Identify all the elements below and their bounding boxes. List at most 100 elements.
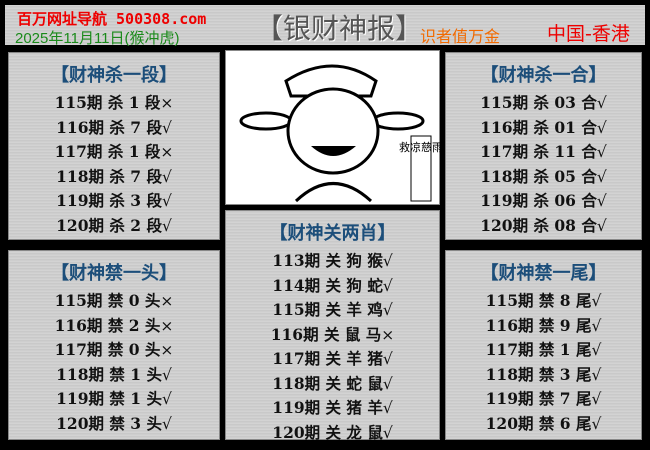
row-text: 120期 禁 3 头 <box>56 413 162 433</box>
row-text: 116期 关 鼠 马 <box>270 324 382 344</box>
god-of-wealth-icon: 救凉慈雨 <box>239 64 443 203</box>
list-item: 114期 关 狗 蛇√ <box>226 274 439 299</box>
panel-title: 【财神禁一头】 <box>51 263 177 284</box>
result-mark: × <box>160 94 174 112</box>
row-text: 119期 禁 1 头 <box>56 389 162 408</box>
list-item: 118期 关 蛇 鼠√ <box>226 372 439 397</box>
panel-title: 【财神禁一尾】 <box>480 263 607 284</box>
panel-kill-combo: 【财神杀一合】 115期 杀 03 合√ 116期 杀 01 合√ 117期 杀 11… <box>445 52 642 240</box>
row-text: 118期 禁 3 尾 <box>485 364 592 384</box>
row-text: 118期 杀 05 合 <box>480 166 597 186</box>
row-text: 119期 杀 3 段 <box>56 191 162 210</box>
list-item: 120期 禁 6 尾√ <box>446 412 641 437</box>
panel-two-zodiacs: 【财神关两肖】 113期 关 狗 猴√ 114期 关 狗 蛇√ 115期 关 羊 鸡√… <box>225 210 440 442</box>
result-mark: √ <box>596 94 607 112</box>
result-mark: √ <box>382 276 393 295</box>
header-banner: 百万网址导航 500308.com 2025年11月11日(猴冲虎) 【银财神报… <box>5 5 645 47</box>
result-mark: × <box>381 325 395 344</box>
result-mark: √ <box>591 414 602 433</box>
row-text: 118期 禁 1 头 <box>56 364 162 384</box>
list-item: 118期 禁 3 尾√ <box>446 363 641 388</box>
list-item: 116期 杀 01 合√ <box>446 116 641 141</box>
site-link[interactable]: 百万网址导航 500308.com <box>17 10 207 28</box>
list-item: 118期 杀 7 段√ <box>9 165 219 190</box>
row-text: 115期 杀 03 合 <box>480 93 597 112</box>
row-text: 117期 杀 11 合 <box>480 142 597 161</box>
result-mark: √ <box>161 365 172 384</box>
result-mark: √ <box>161 118 172 137</box>
result-mark: √ <box>161 192 172 210</box>
row-text: 117期 禁 0 头 <box>54 340 161 359</box>
result-mark: √ <box>382 399 393 417</box>
result-mark: √ <box>591 341 602 359</box>
row-text: 117期 关 羊 猪 <box>272 349 383 368</box>
result-mark: √ <box>161 414 172 433</box>
list-item: 118期 禁 1 头√ <box>9 363 219 388</box>
result-mark: √ <box>382 350 393 368</box>
row-text: 116期 杀 7 段 <box>56 117 162 137</box>
panel-ban-head: 【财神禁一头】 115期 禁 0 头× 116期 禁 2 头× 117期 禁 0 头×… <box>8 250 220 440</box>
result-mark: √ <box>596 216 607 235</box>
row-text: 119期 杀 06 合 <box>480 191 597 210</box>
row-text: 116期 禁 9 尾 <box>485 315 592 335</box>
row-text: 120期 关 龙 鼠 <box>272 422 383 442</box>
list-item: 115期 禁 0 头× <box>9 289 219 314</box>
row-text: 118期 杀 7 段 <box>56 166 162 186</box>
result-mark: × <box>160 341 174 359</box>
result-mark: √ <box>161 167 172 186</box>
row-text: 119期 关 猪 羊 <box>272 398 383 417</box>
result-mark: √ <box>161 390 172 408</box>
result-mark: √ <box>382 252 393 270</box>
region-label: 中国-香港 <box>547 23 630 45</box>
god-of-wealth-image: 救凉慈雨 <box>225 50 443 205</box>
row-text: 120期 禁 6 尾 <box>485 413 592 433</box>
result-mark: × <box>160 143 174 161</box>
result-mark: × <box>160 316 174 335</box>
list-item: 118期 杀 05 合√ <box>446 165 641 190</box>
row-text: 117期 禁 1 尾 <box>485 340 592 359</box>
list-item: 115期 禁 8 尾√ <box>446 289 641 314</box>
panel-ban-tail: 【财神禁一尾】 115期 禁 8 尾√ 116期 禁 9 尾√ 117期 禁 1 尾√… <box>445 250 642 440</box>
list-item: 119期 关 猪 羊√ <box>226 396 439 421</box>
panel-kill-segment: 【财神杀一段】 115期 杀 1 段× 116期 杀 7 段√ 117期 杀 1 段×… <box>8 52 220 240</box>
row-text: 116期 禁 2 头 <box>54 315 161 335</box>
result-mark: √ <box>596 143 607 161</box>
list-item: 119期 禁 1 头√ <box>9 387 219 412</box>
result-mark: √ <box>161 216 172 235</box>
list-item: 119期 杀 3 段√ <box>9 189 219 214</box>
row-text: 120期 杀 2 段 <box>56 215 162 235</box>
result-mark: √ <box>382 301 393 319</box>
panel-title: 【财神杀一段】 <box>51 65 177 86</box>
row-text: 115期 杀 1 段 <box>54 93 161 112</box>
result-mark: √ <box>596 118 607 137</box>
list-item: 120期 杀 08 合√ <box>446 214 641 239</box>
result-mark: √ <box>591 390 602 408</box>
list-item: 119期 禁 7 尾√ <box>446 387 641 412</box>
list-item: 120期 杀 2 段√ <box>9 214 219 239</box>
list-item: 120期 禁 3 头√ <box>9 412 219 437</box>
list-item: 115期 杀 03 合√ <box>446 91 641 116</box>
row-text: 115期 禁 8 尾 <box>485 291 592 310</box>
list-item: 117期 杀 11 合√ <box>446 140 641 165</box>
list-item: 117期 关 羊 猪√ <box>226 347 439 372</box>
row-text: 120期 杀 08 合 <box>480 215 597 235</box>
row-text: 118期 关 蛇 鼠 <box>272 373 383 393</box>
row-text: 115期 禁 0 头 <box>54 291 161 310</box>
page-title: 【银财神报】 <box>255 12 424 45</box>
list-item: 115期 关 羊 鸡√ <box>226 298 439 323</box>
list-item: 117期 杀 1 段× <box>9 140 219 165</box>
result-mark: √ <box>596 167 607 186</box>
date-label: 2025年11月11日(猴冲虎) <box>15 30 180 47</box>
row-text: 115期 关 羊 鸡 <box>272 300 383 319</box>
result-mark: √ <box>382 423 393 442</box>
panel-title: 【财神关两肖】 <box>269 223 396 244</box>
list-item: 113期 关 狗 猴√ <box>226 249 439 274</box>
row-text: 119期 禁 7 尾 <box>485 389 592 408</box>
result-mark: √ <box>596 192 607 210</box>
list-item: 116期 禁 2 头× <box>9 314 219 339</box>
caption-text: 救凉慈雨 <box>399 140 441 154</box>
list-item: 115期 杀 1 段× <box>9 91 219 116</box>
list-item: 116期 禁 9 尾√ <box>446 314 641 339</box>
result-mark: √ <box>382 374 393 393</box>
row-text: 116期 杀 01 合 <box>480 117 597 137</box>
